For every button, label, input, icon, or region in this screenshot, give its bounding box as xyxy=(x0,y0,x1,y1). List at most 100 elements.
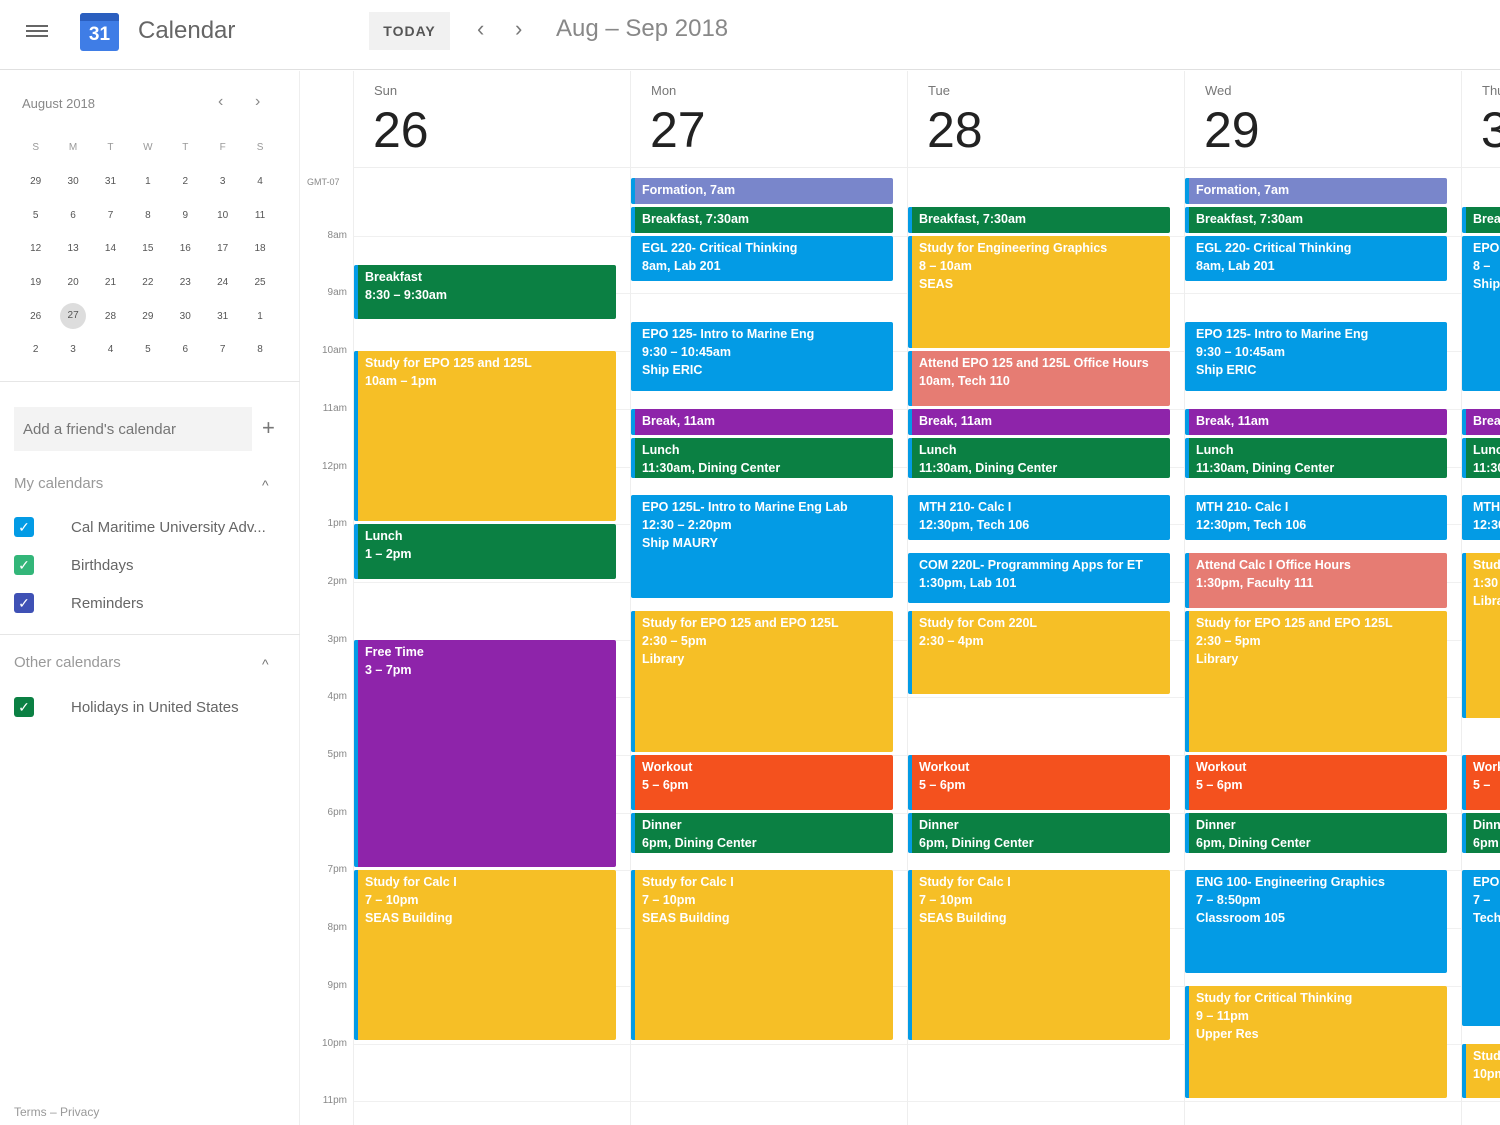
calendar-event[interactable]: EPO 7 – Tech xyxy=(1462,870,1500,1027)
calendar-item[interactable]: ✓ Birthdays xyxy=(14,553,134,577)
day-column[interactable] xyxy=(1461,168,1500,1125)
calendar-event[interactable]: Break, 11am xyxy=(908,408,1170,435)
mini-day[interactable]: 30 xyxy=(67,176,79,188)
my-calendars-collapse-icon[interactable]: ^ xyxy=(262,477,269,493)
calendar-event[interactable]: EPO 8 – Ship xyxy=(1462,235,1500,392)
checkbox-checked-icon[interactable]: ✓ xyxy=(14,555,34,575)
mini-day[interactable]: 10 xyxy=(217,209,229,221)
mini-next-icon[interactable]: › xyxy=(255,93,261,110)
mini-day[interactable]: 14 xyxy=(104,243,117,255)
mini-day[interactable]: 6 xyxy=(70,209,76,221)
add-calendar-plus-icon[interactable]: + xyxy=(262,415,275,440)
mini-day[interactable]: 2 xyxy=(32,344,39,356)
mini-day[interactable]: 20 xyxy=(67,277,79,289)
mini-day[interactable]: 2 xyxy=(182,176,189,188)
mini-day[interactable]: 24 xyxy=(217,277,229,289)
day-header[interactable]: Wed 29 xyxy=(1184,71,1461,168)
calendar-event[interactable]: Study for Calc I 7 – 10pm SEAS Building xyxy=(354,870,616,1041)
mini-day[interactable]: 29 xyxy=(142,310,154,322)
calendar-event[interactable]: Breakfast, 7:30am xyxy=(1185,206,1447,233)
mini-day[interactable]: 4 xyxy=(107,344,114,356)
calendar-event[interactable]: Dinner 6pm xyxy=(1462,812,1500,853)
mini-day[interactable]: 12 xyxy=(30,243,42,255)
calendar-event[interactable]: Formation, 7am xyxy=(631,178,893,204)
calendar-event[interactable]: Study 1:30 Library xyxy=(1462,553,1500,719)
calendar-event[interactable]: Breakfast, 7:30am xyxy=(908,206,1170,233)
calendar-event[interactable]: Study 10pm xyxy=(1462,1043,1500,1099)
calendar-event[interactable]: Study for Calc I 7 – 10pm SEAS Building xyxy=(631,870,893,1041)
mini-day[interactable]: 17 xyxy=(217,243,229,255)
mini-day[interactable]: 23 xyxy=(179,277,191,289)
checkbox-checked-icon[interactable]: ✓ xyxy=(14,517,34,537)
mini-day[interactable]: 21 xyxy=(104,277,117,289)
calendar-event[interactable]: Breakfast xyxy=(1462,206,1500,233)
calendar-event[interactable]: EGL 220- Critical Thinking 8am, Lab 201 xyxy=(1185,235,1447,281)
calendar-event[interactable]: Workout 5 – 6pm xyxy=(631,755,893,810)
calendar-event[interactable]: Study for Critical Thinking 9 – 11pm Upper… xyxy=(1185,985,1447,1099)
mini-day[interactable]: 31 xyxy=(217,310,229,322)
next-week-icon[interactable]: › xyxy=(515,16,523,41)
mini-prev-icon[interactable]: ‹ xyxy=(218,93,224,110)
day-column[interactable] xyxy=(907,168,1184,1125)
today-button[interactable]: TODAY xyxy=(369,12,450,50)
calendar-event[interactable]: Study for Com 220L 2:30 – 4pm xyxy=(908,610,1170,695)
calendar-event[interactable]: EGL 220- Critical Thinking 8am, Lab 201 xyxy=(631,235,893,281)
calendar-event[interactable]: Formation, 7am xyxy=(1185,178,1447,204)
day-number[interactable]: 30 xyxy=(1481,102,1500,158)
day-header[interactable]: Tue 28 xyxy=(907,71,1184,168)
mini-day[interactable]: 16 xyxy=(179,243,191,255)
calendar-event[interactable]: Workout 5 – xyxy=(1462,755,1500,810)
mini-day[interactable]: 1 xyxy=(257,310,263,322)
mini-day[interactable]: 26 xyxy=(30,310,42,322)
mini-day[interactable]: 5 xyxy=(32,209,39,221)
footer-links[interactable]: Terms – Privacy xyxy=(14,1105,100,1119)
add-friend-calendar-input[interactable] xyxy=(14,407,252,451)
mini-day[interactable]: 6 xyxy=(182,344,189,356)
mini-day[interactable]: 18 xyxy=(254,243,266,255)
mini-day[interactable]: 19 xyxy=(30,277,42,289)
calendar-event[interactable]: Workout 5 – 6pm xyxy=(1185,755,1447,810)
calendar-event[interactable]: Lunch 11:30 xyxy=(1462,437,1500,478)
calendar-event[interactable]: Attend EPO 125 and 125L Office Hours 10am… xyxy=(908,351,1170,406)
calendar-event[interactable]: Study for EPO 125 and EPO 125L 2:30 – 5pm… xyxy=(1185,610,1447,752)
calendar-event[interactable]: Study for EPO 125 and EPO 125L 2:30 – 5pm… xyxy=(631,610,893,752)
mini-day[interactable]: 8 xyxy=(145,209,151,221)
other-calendars-collapse-icon[interactable]: ^ xyxy=(262,656,269,672)
mini-day[interactable]: 15 xyxy=(142,243,154,255)
calendar-event[interactable]: Dinner 6pm, Dining Center xyxy=(1185,812,1447,853)
calendar-event[interactable]: Free Time 3 – 7pm xyxy=(354,639,616,868)
day-column[interactable] xyxy=(1184,168,1461,1125)
mini-day[interactable]: 25 xyxy=(254,277,266,289)
calendar-event[interactable]: MTH 210- Calc I 12:30pm, Tech 106 xyxy=(908,495,1170,541)
day-header[interactable]: Sun 26 xyxy=(353,71,630,168)
day-number[interactable]: 28 xyxy=(927,102,983,158)
mini-day[interactable]: 8 xyxy=(257,344,263,356)
mini-day[interactable]: 3 xyxy=(70,344,76,356)
calendar-event[interactable]: EPO 125L- Intro to Marine Eng Lab 12:30 –… xyxy=(631,495,893,599)
calendar-event[interactable]: Lunch 11:30am, Dining Center xyxy=(1185,437,1447,478)
calendar-event[interactable]: Break, 11am xyxy=(631,408,893,435)
mini-day[interactable]: 7 xyxy=(107,209,114,221)
mini-day[interactable]: 31 xyxy=(104,176,117,188)
mini-day[interactable]: 7 xyxy=(219,344,226,356)
calendar-event[interactable]: Workout 5 – 6pm xyxy=(908,755,1170,810)
calendar-item[interactable]: ✓ Holidays in United States xyxy=(14,695,239,719)
mini-day[interactable]: 13 xyxy=(67,243,79,255)
main-menu-icon[interactable] xyxy=(26,22,48,40)
calendar-event[interactable]: Attend Calc I Office Hours 1:30pm, Facult… xyxy=(1185,553,1447,608)
mini-day[interactable]: 30 xyxy=(179,310,191,322)
calendar-event[interactable]: Lunch 1 – 2pm xyxy=(354,524,616,579)
calendar-event[interactable]: Break, 11am xyxy=(1185,408,1447,435)
mini-day[interactable]: 29 xyxy=(30,176,42,188)
day-number[interactable]: 26 xyxy=(373,102,429,158)
calendar-event[interactable]: Lunch 11:30am, Dining Center xyxy=(908,437,1170,478)
calendar-item[interactable]: ✓ Reminders xyxy=(14,591,144,615)
day-number[interactable]: 27 xyxy=(650,102,706,158)
calendar-event[interactable]: Study for Calc I 7 – 10pm SEAS Building xyxy=(908,870,1170,1041)
calendar-event[interactable]: Dinner 6pm, Dining Center xyxy=(631,812,893,853)
calendar-event[interactable]: Study for Engineering Graphics 8 – 10am SE… xyxy=(908,235,1170,349)
checkbox-checked-icon[interactable]: ✓ xyxy=(14,697,34,717)
calendar-event[interactable]: MTH 12:30 xyxy=(1462,495,1500,541)
calendar-event[interactable]: Dinner 6pm, Dining Center xyxy=(908,812,1170,853)
mini-day[interactable]: 22 xyxy=(142,277,154,289)
